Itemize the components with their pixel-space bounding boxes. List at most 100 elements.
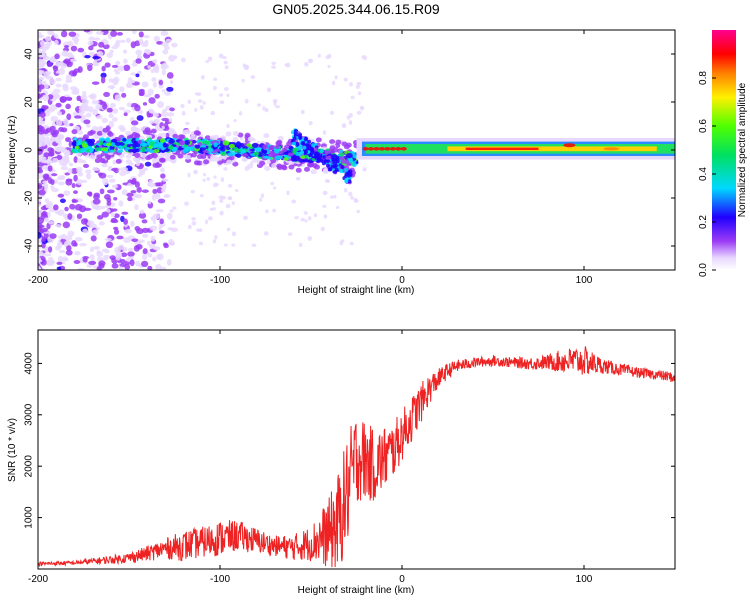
spectrogram-cell (57, 176, 64, 180)
spectrogram-cell (317, 53, 321, 58)
spectrogram-cell (101, 65, 106, 72)
spectrogram-cell (313, 147, 318, 152)
spectrogram-cell (241, 153, 249, 157)
spectrogram-cell (203, 172, 207, 177)
spectrogram-cell (61, 256, 69, 261)
spectrogram-cell (38, 126, 45, 132)
spectrogram-cell (244, 98, 249, 104)
spectrogram-cell (150, 235, 156, 242)
spectrogram-cell (60, 162, 68, 167)
spectrogram-cell (357, 91, 362, 96)
spectrogram-cell (329, 145, 336, 151)
spectrogram-cell (291, 141, 296, 146)
spectrogram-cell (96, 115, 103, 120)
spectrogram-cell (102, 103, 108, 110)
spectrogram-cell (120, 39, 126, 43)
spectrogram-cell (38, 167, 41, 174)
spectrogram-cell (65, 74, 72, 82)
spectrogram-cell (150, 128, 157, 134)
spectrogram-cell (340, 164, 345, 169)
spectrogram-cell (368, 147, 375, 151)
spectrogram-cell (93, 134, 101, 140)
spectrogram-cell (163, 62, 167, 67)
spectrogram-cell (87, 140, 94, 147)
spectrogram-cell (142, 248, 148, 255)
y-tick-label: -20 (24, 190, 35, 205)
colorbar-tick-label: 0.0 (698, 263, 709, 277)
spectrogram-cell (49, 233, 57, 239)
spectrogram-cell (322, 168, 329, 174)
spectrogram-cell (152, 162, 161, 168)
spectrogram-cell (89, 147, 94, 154)
spectrogram-cell (140, 260, 149, 268)
spectrogram-cell (171, 42, 178, 48)
spectrogram-cell (213, 77, 218, 81)
spectrogram-cell (80, 95, 88, 100)
spectrogram-cell (194, 144, 201, 149)
spectrogram-cell (129, 220, 135, 227)
spectrogram-cell (46, 108, 54, 113)
spectrogram-cell (40, 236, 47, 242)
spectrogram-cell (89, 254, 95, 261)
spectrogram-cell (200, 144, 207, 148)
spectrogram-cell (178, 140, 186, 146)
spectrogram-cell (131, 62, 138, 67)
spectrogram-cell (63, 213, 68, 219)
spectrogram-cell (303, 166, 310, 172)
spectrogram-cell (148, 179, 154, 183)
spectrogram-cell (181, 57, 186, 63)
spectrogram-cell (139, 209, 145, 214)
spectrogram-cell (251, 142, 259, 148)
snr-y-label: SNR (10 * v/v) (7, 418, 18, 482)
spectrogram-cell (138, 168, 146, 173)
spectrogram-cell (130, 190, 137, 194)
spectrogram-cell (115, 60, 121, 66)
spectrogram-cell (159, 138, 165, 144)
spectrogram-cell (54, 53, 60, 60)
snr-panel: -200 -100 0 100 1000 2000 3000 4000 Height of s… (7, 329, 676, 596)
spectrogram-cell (38, 31, 42, 36)
spectrogram-cell (152, 119, 158, 124)
spectrogram-cell (209, 207, 214, 211)
spectrogram-cell (135, 73, 140, 78)
spectrogram-cell (47, 94, 54, 100)
spectrogram-cell (156, 187, 164, 194)
spectrogram-cell (131, 238, 139, 242)
spectrogram-cell (51, 187, 59, 193)
spectrogram-cell (356, 209, 361, 214)
spectrogram-cell (72, 140, 77, 146)
spectrogram-cell (167, 145, 174, 150)
spectrogram-cell (295, 167, 302, 173)
spectrogram-cell (199, 194, 204, 198)
spectrogram-cell (389, 147, 396, 151)
spectrogram-cell (162, 49, 169, 55)
spectrogram-cell (138, 212, 147, 219)
spectrogram-cell (97, 126, 104, 132)
spectrogram-cell (148, 149, 155, 154)
spectrogram-cell (148, 97, 156, 104)
spectrogram-cell (325, 155, 330, 160)
spectrogram-cell (152, 59, 158, 64)
spectrogram-cell (286, 190, 290, 196)
spectrogram-cell (168, 129, 175, 135)
spectrogram-cell (97, 51, 104, 57)
spectrogram-cell (196, 154, 203, 160)
spectrogram-cell (74, 237, 83, 242)
spectrogram-cell (68, 162, 74, 167)
spectrogram-cell (74, 145, 80, 150)
spectrogram-cell (81, 99, 89, 105)
spectrogram-cell (356, 81, 362, 86)
spectrogram-cell (141, 189, 149, 193)
spectrogram-cell (239, 142, 245, 147)
spectrogram-cell (250, 75, 256, 79)
spectrogram-cell (202, 149, 210, 153)
spectrogram-cell (307, 236, 313, 241)
spectrogram-cell (125, 130, 132, 136)
spectrogram-cell (125, 170, 131, 174)
spectrogram-cell (287, 232, 293, 236)
spectrogram-cell (141, 81, 149, 88)
spectrogram-cell (113, 226, 119, 231)
spectrogram-cell (239, 136, 244, 141)
colorbar-tick-label: 0.2 (698, 215, 709, 229)
spectrogram-cell (219, 198, 224, 203)
